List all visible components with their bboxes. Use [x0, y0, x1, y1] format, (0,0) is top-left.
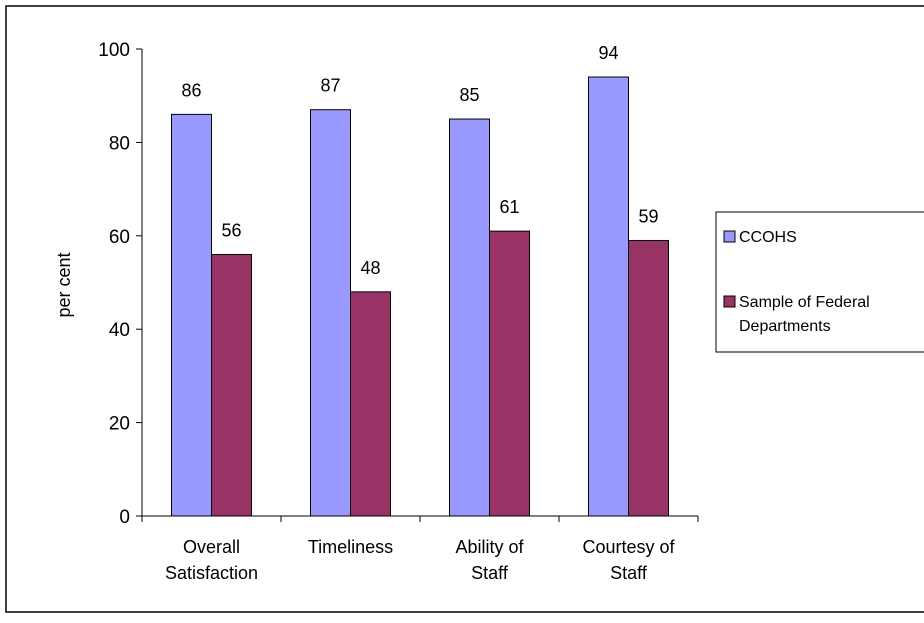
- legend-label: Sample of Federal: [739, 294, 870, 311]
- y-axis-label: per cent: [54, 252, 74, 317]
- legend-swatch: [723, 295, 736, 308]
- bar: [449, 118, 490, 517]
- y-tick-label: 80: [109, 133, 130, 154]
- bar: [171, 113, 212, 517]
- bars: [171, 76, 669, 517]
- y-tick-label: 100: [98, 40, 130, 61]
- data-label: 94: [598, 43, 618, 63]
- x-tick-label: Satisfaction: [165, 563, 258, 583]
- bar: [211, 253, 252, 517]
- x-tick-label: Overall: [183, 537, 240, 557]
- y-tick-label: 0: [119, 507, 130, 528]
- x-tick-label: Ability of: [455, 537, 524, 557]
- legend: CCOHS Sample of Federal Departments: [715, 211, 924, 353]
- data-labels: 86 56 87 48 85 61 94 59: [181, 43, 658, 278]
- bar: [489, 230, 530, 517]
- legend-swatch: [723, 230, 736, 243]
- legend-label: Departments: [739, 318, 831, 335]
- x-tick-label: Courtesy of: [582, 537, 675, 557]
- y-tick-label: 60: [109, 227, 130, 248]
- data-label: 56: [221, 220, 241, 240]
- bar: [628, 239, 669, 517]
- legend-box: [715, 211, 924, 353]
- data-label: 87: [320, 76, 340, 96]
- data-label: 59: [638, 206, 658, 226]
- bar: [310, 109, 351, 517]
- y-tick-label: 20: [109, 414, 130, 435]
- data-label: 85: [459, 85, 479, 105]
- data-label: 48: [360, 258, 380, 278]
- x-tick-label: Staff: [471, 563, 509, 583]
- bar: [350, 291, 391, 517]
- y-tick-label: 40: [109, 320, 130, 341]
- legend-label: CCOHS: [739, 229, 797, 246]
- data-label: 86: [181, 80, 201, 100]
- bar: [588, 76, 629, 517]
- x-tick-label: Timeliness: [308, 537, 393, 557]
- data-label: 61: [499, 197, 519, 217]
- x-tick-label: Staff: [610, 563, 648, 583]
